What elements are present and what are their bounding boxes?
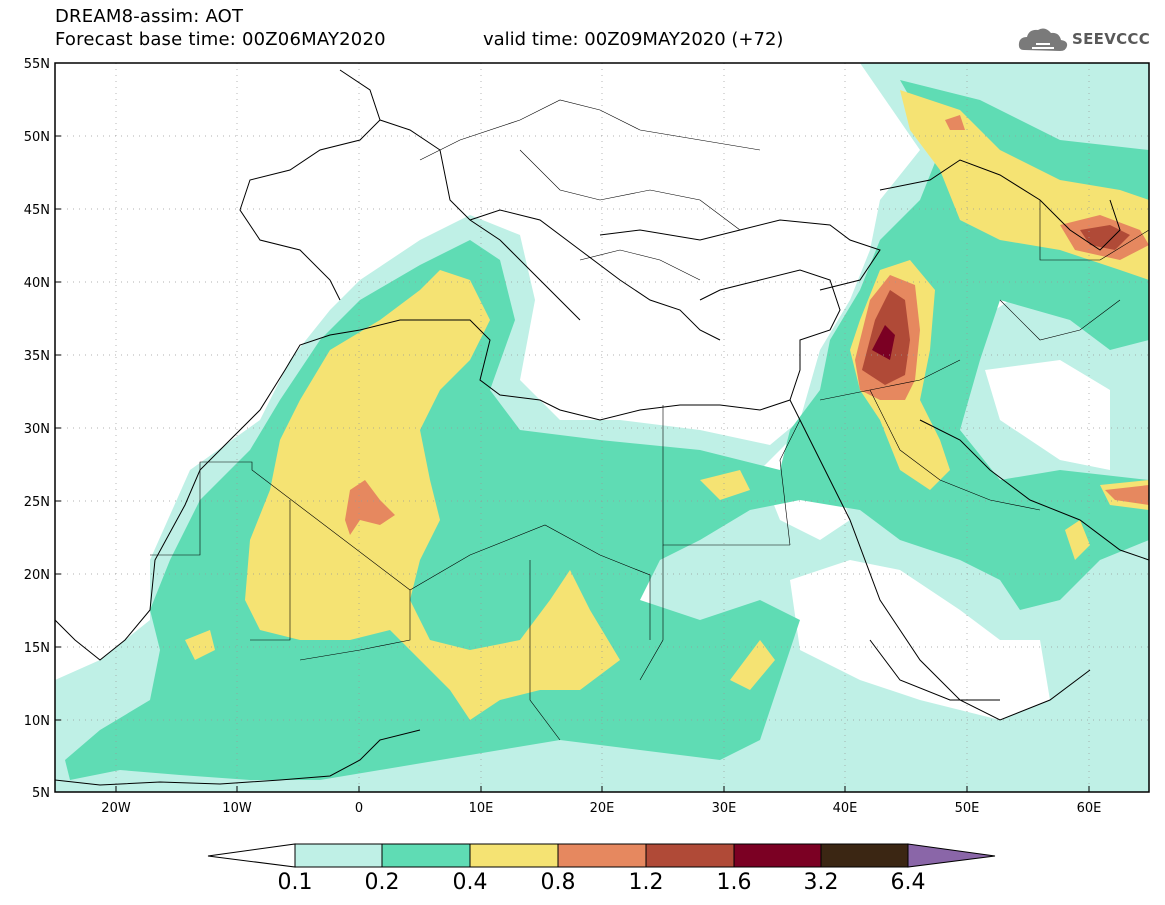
lat-label: 45N bbox=[24, 203, 50, 218]
aot-band-0.8 bbox=[345, 480, 395, 535]
aot-band-0.4 bbox=[245, 270, 620, 720]
colorbar-label: 1.6 bbox=[716, 870, 752, 895]
colorbar-label: 1.2 bbox=[628, 870, 664, 895]
colorbar-box bbox=[294, 843, 383, 868]
map-title: DREAM8-assim: AOT bbox=[55, 6, 244, 27]
lat-label: 55N bbox=[24, 57, 50, 72]
lon-label: 10E bbox=[469, 801, 494, 816]
lat-label: 15N bbox=[24, 641, 50, 656]
colorbar-label: 0.8 bbox=[540, 870, 576, 895]
lat-label: 20N bbox=[24, 568, 50, 583]
colorbar-label: 0.2 bbox=[364, 870, 400, 895]
lon-labels: 20W 10W 0 10E 20E 30E 40E 50E 60E bbox=[101, 801, 1101, 816]
lat-label: 50N bbox=[24, 130, 50, 145]
colorbar-label: 6.4 bbox=[890, 870, 926, 895]
lon-label: 40E bbox=[833, 801, 858, 816]
forecast-base-time: Forecast base time: 00Z06MAY2020 bbox=[55, 29, 386, 50]
lat-label: 35N bbox=[24, 349, 50, 364]
valid-time: valid time: 00Z09MAY2020 (+72) bbox=[483, 29, 784, 50]
lon-label: 60E bbox=[1077, 801, 1102, 816]
colorbar bbox=[207, 843, 996, 868]
colorbar-box bbox=[733, 843, 822, 868]
colorbar-label: 3.2 bbox=[803, 870, 839, 895]
country-borders bbox=[150, 99, 1149, 741]
lat-labels: 55N 50N 45N 40N 35N 30N 25N 20N 15N 10N … bbox=[24, 57, 50, 801]
colorbar-box bbox=[820, 843, 909, 868]
aot-contours bbox=[55, 63, 1149, 792]
lat-label: 10N bbox=[24, 714, 50, 729]
lon-label: 20E bbox=[590, 801, 615, 816]
colorbar-high-arrow bbox=[907, 843, 996, 868]
lon-label: 20W bbox=[101, 801, 131, 816]
logo-text: SEEVCCC bbox=[1072, 30, 1151, 48]
colorbar-low-arrow bbox=[207, 843, 296, 868]
lon-label: 0 bbox=[355, 801, 363, 816]
lat-label: 40N bbox=[24, 276, 50, 291]
colorbar-box bbox=[469, 843, 559, 868]
colorbar-box bbox=[557, 843, 647, 868]
aot-band-1.6 bbox=[872, 325, 895, 360]
colorbar-label: 0.4 bbox=[452, 870, 488, 895]
colorbar-box bbox=[381, 843, 471, 868]
cloud-icon bbox=[1018, 28, 1068, 51]
grid-lines bbox=[55, 63, 1149, 792]
lat-label: 5N bbox=[32, 786, 50, 801]
colorbar-label: 0.1 bbox=[277, 870, 313, 895]
colorbar-box bbox=[645, 843, 735, 868]
lon-label: 30E bbox=[712, 801, 737, 816]
coastlines bbox=[55, 69, 1149, 786]
lon-label: 50E bbox=[955, 801, 980, 816]
lon-label: 10W bbox=[222, 801, 252, 816]
axis-ticks bbox=[55, 62, 1090, 793]
lat-label: 30N bbox=[24, 422, 50, 437]
lat-label: 25N bbox=[24, 495, 50, 510]
